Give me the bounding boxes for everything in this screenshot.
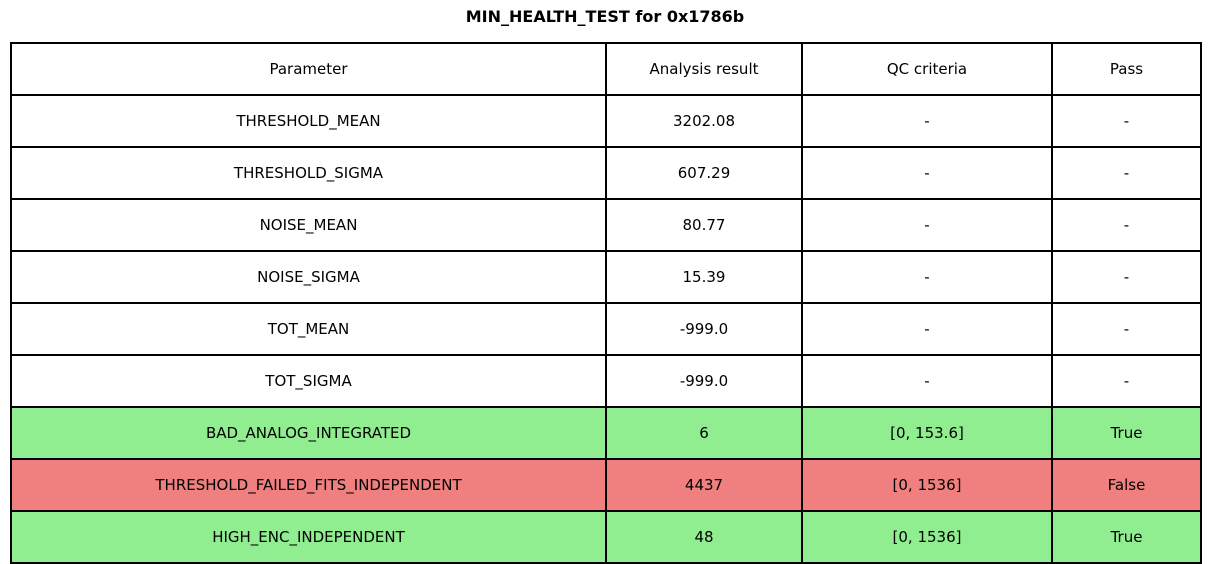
cell-result: 80.77 xyxy=(605,198,803,252)
cell-result: 4437 xyxy=(605,458,803,512)
column-header-qc: QC criteria xyxy=(801,42,1053,96)
table-row-threshold-failed-fits-independent: THRESHOLD_FAILED_FITS_INDEPENDENT 4437 [0,… xyxy=(10,458,1202,512)
column-header-pass: Pass xyxy=(1051,42,1202,96)
table-body: THRESHOLD_MEAN 3202.08- - THRESHOLD_SIGMA 60… xyxy=(10,94,1202,564)
cell-parameter: NOISE_MEAN xyxy=(10,198,607,252)
cell-result: -999.0 xyxy=(605,354,803,408)
cell-result: 607.29 xyxy=(605,146,803,200)
cell-qc: [0, 153.6] xyxy=(801,406,1053,460)
cell-qc: - xyxy=(801,198,1053,252)
cell-parameter: TOT_SIGMA xyxy=(10,354,607,408)
cell-pass: - xyxy=(1051,94,1202,148)
table-row-high-enc-independent: HIGH_ENC_INDEPENDENT 48 [0, 1536] True xyxy=(10,510,1202,564)
cell-result: 48 xyxy=(605,510,803,564)
cell-result: 3202.08 xyxy=(605,94,803,148)
table-header-row: Parameter Analysis result QC criteria Pass xyxy=(10,42,1202,96)
cell-qc: [0, 1536] xyxy=(801,510,1053,564)
cell-result: -999.0 xyxy=(605,302,803,356)
cell-parameter: TOT_MEAN xyxy=(10,302,607,356)
table-row-noise-sigma: NOISE_SIGMA 15.39- - xyxy=(10,250,1202,304)
cell-pass: - xyxy=(1051,146,1202,200)
cell-parameter: NOISE_SIGMA xyxy=(10,250,607,304)
cell-result: 6 xyxy=(605,406,803,460)
cell-parameter: THRESHOLD_FAILED_FITS_INDEPENDENT xyxy=(10,458,607,512)
cell-pass: False xyxy=(1051,458,1202,512)
cell-qc: - xyxy=(801,250,1053,304)
cell-parameter: THRESHOLD_SIGMA xyxy=(10,146,607,200)
table-row-tot-sigma: TOT_SIGMA -999.0- - xyxy=(10,354,1202,408)
cell-parameter: BAD_ANALOG_INTEGRATED xyxy=(10,406,607,460)
cell-result: 15.39 xyxy=(605,250,803,304)
cell-parameter: HIGH_ENC_INDEPENDENT xyxy=(10,510,607,564)
column-header-result: Analysis result xyxy=(605,42,803,96)
cell-pass: True xyxy=(1051,406,1202,460)
table-row-threshold-mean: THRESHOLD_MEAN 3202.08- - xyxy=(10,94,1202,148)
cell-pass: True xyxy=(1051,510,1202,564)
cell-qc: - xyxy=(801,354,1053,408)
table-row-threshold-sigma: THRESHOLD_SIGMA 607.29- - xyxy=(10,146,1202,200)
table-row-noise-mean: NOISE_MEAN 80.77- - xyxy=(10,198,1202,252)
page-title: MIN_HEALTH_TEST for 0x1786b xyxy=(465,7,745,26)
table-row-tot-mean: TOT_MEAN -999.0- - xyxy=(10,302,1202,356)
table-row-bad-analog-integrated: BAD_ANALOG_INTEGRATED 6 [0, 153.6] True xyxy=(10,406,1202,460)
cell-pass: - xyxy=(1051,302,1202,356)
cell-pass: - xyxy=(1051,354,1202,408)
cell-qc: - xyxy=(801,302,1053,356)
cell-qc: - xyxy=(801,146,1053,200)
cell-qc: - xyxy=(801,94,1053,148)
column-header-parameter: Parameter xyxy=(10,42,607,96)
cell-qc: [0, 1536] xyxy=(801,458,1053,512)
health-test-table: Parameter Analysis result QC criteria Pass … xyxy=(10,42,1202,564)
cell-pass: - xyxy=(1051,198,1202,252)
cell-pass: - xyxy=(1051,250,1202,304)
cell-parameter: THRESHOLD_MEAN xyxy=(10,94,607,148)
